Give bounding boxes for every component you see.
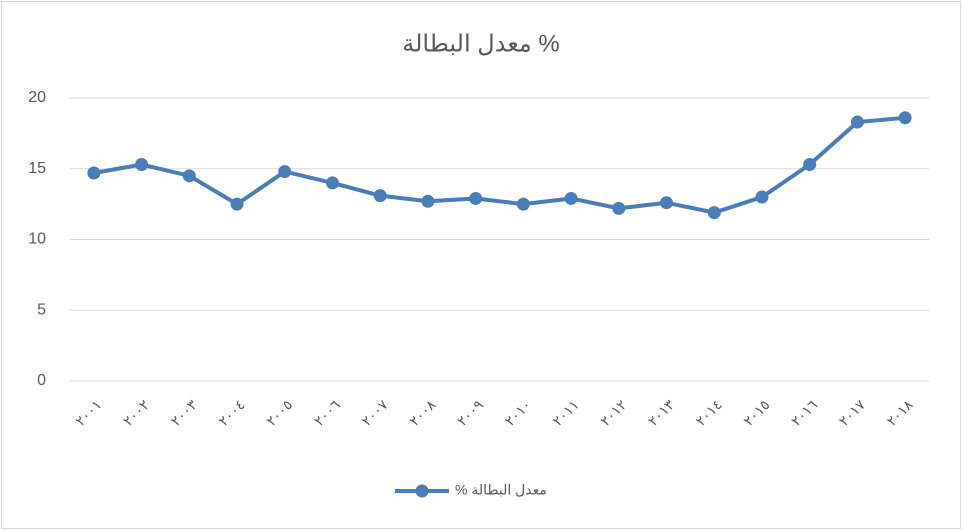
y-tick-label: 10 bbox=[28, 231, 46, 248]
point bbox=[182, 169, 196, 183]
y-tick-label: 0 bbox=[37, 372, 46, 389]
point bbox=[87, 166, 101, 180]
point bbox=[850, 115, 864, 129]
point bbox=[612, 201, 626, 215]
y-tick-label: 5 bbox=[37, 301, 46, 318]
line bbox=[93, 115, 906, 215]
point bbox=[660, 196, 674, 210]
chart-title: معدل البطالة % bbox=[402, 30, 560, 57]
y-tick-label: 20 bbox=[28, 89, 46, 106]
point bbox=[421, 194, 435, 208]
point bbox=[564, 191, 578, 205]
point bbox=[325, 176, 339, 190]
point bbox=[469, 191, 483, 205]
point bbox=[516, 197, 530, 211]
point bbox=[135, 158, 149, 172]
point bbox=[373, 189, 387, 203]
legend-label: معدل البطالة % bbox=[455, 482, 547, 498]
point bbox=[230, 197, 244, 211]
point bbox=[803, 158, 817, 172]
legend-marker bbox=[415, 484, 429, 498]
point bbox=[755, 190, 769, 204]
point bbox=[707, 206, 721, 220]
y-tick-label: 15 bbox=[28, 160, 46, 177]
point bbox=[898, 111, 912, 125]
point bbox=[278, 165, 292, 179]
